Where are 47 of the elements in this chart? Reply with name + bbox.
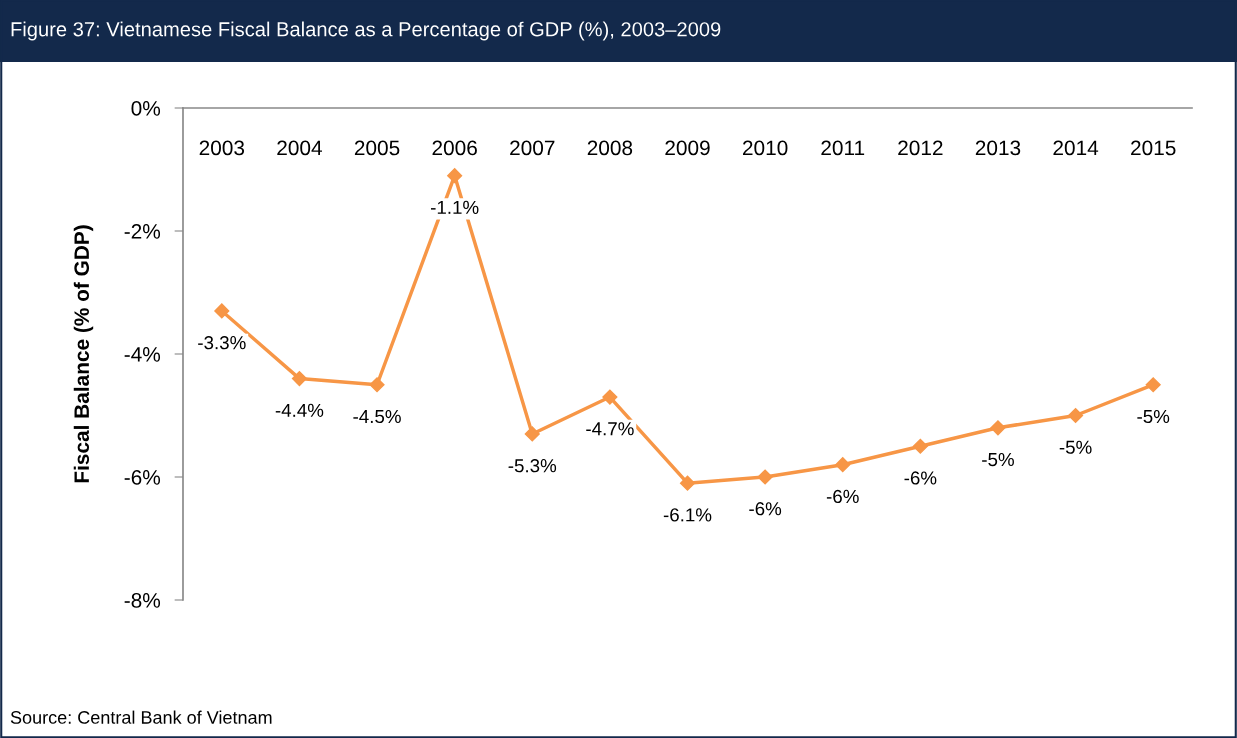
x-tick-label: 2014	[1053, 140, 1099, 156]
data-label: -5%	[1059, 440, 1092, 454]
source-note: Source: Central Bank of Vietnam	[10, 710, 272, 724]
y-tick-label: -4%	[124, 347, 161, 362]
x-tick-label: 2010	[742, 140, 788, 156]
y-tick-label: -6%	[124, 470, 161, 485]
point	[602, 389, 618, 405]
y-tick-label: -8%	[124, 593, 161, 608]
point	[214, 303, 230, 319]
data-label: -3.3%	[198, 336, 246, 350]
data-label: -4.7%	[586, 422, 634, 436]
data-label: -4.5%	[353, 409, 401, 424]
point	[912, 438, 928, 454]
data-label: -6%	[904, 471, 937, 485]
x-tick-label: 2006	[432, 140, 477, 156]
chart-title: Figure 37: Vietnamese Fiscal Balance as a Percentage of GDP (%), 2003–2009	[11, 21, 721, 41]
point	[447, 168, 463, 184]
point	[524, 426, 540, 442]
point	[757, 469, 773, 485]
x-tick-label: 2003	[199, 140, 245, 156]
point	[369, 377, 385, 393]
point	[291, 371, 307, 387]
point	[990, 420, 1006, 436]
data-label: -5%	[982, 452, 1014, 467]
data-label: -1.1%	[431, 200, 479, 214]
y-axis-title: Fiscal Balance (% of GDP)	[73, 225, 94, 483]
x-tick-label: 2004	[277, 140, 322, 156]
data-label: -6.1%	[663, 508, 712, 522]
x-tick-label: 2007	[510, 140, 555, 156]
x-tick-label: 2013	[975, 140, 1021, 156]
x-tick-label: 2011	[821, 140, 865, 156]
point	[1145, 377, 1161, 393]
data-label: -5.3%	[508, 459, 557, 473]
y-tick-label: 0%	[131, 101, 161, 116]
data-label: -4.4%	[275, 403, 324, 417]
data-label: -6%	[826, 489, 859, 504]
point	[1068, 407, 1084, 424]
x-tick-label: 2009	[665, 140, 710, 156]
x-tick-label: 2005	[354, 140, 400, 156]
y-tick-label: -2%	[124, 224, 161, 239]
data-label: -6%	[749, 502, 782, 516]
point	[679, 475, 696, 491]
x-tick-label: 2012	[898, 140, 943, 156]
point	[835, 457, 851, 473]
data-label: -5%	[1137, 409, 1170, 424]
x-tick-label: 2015	[1131, 140, 1176, 156]
x-tick-label: 2008	[587, 140, 633, 156]
